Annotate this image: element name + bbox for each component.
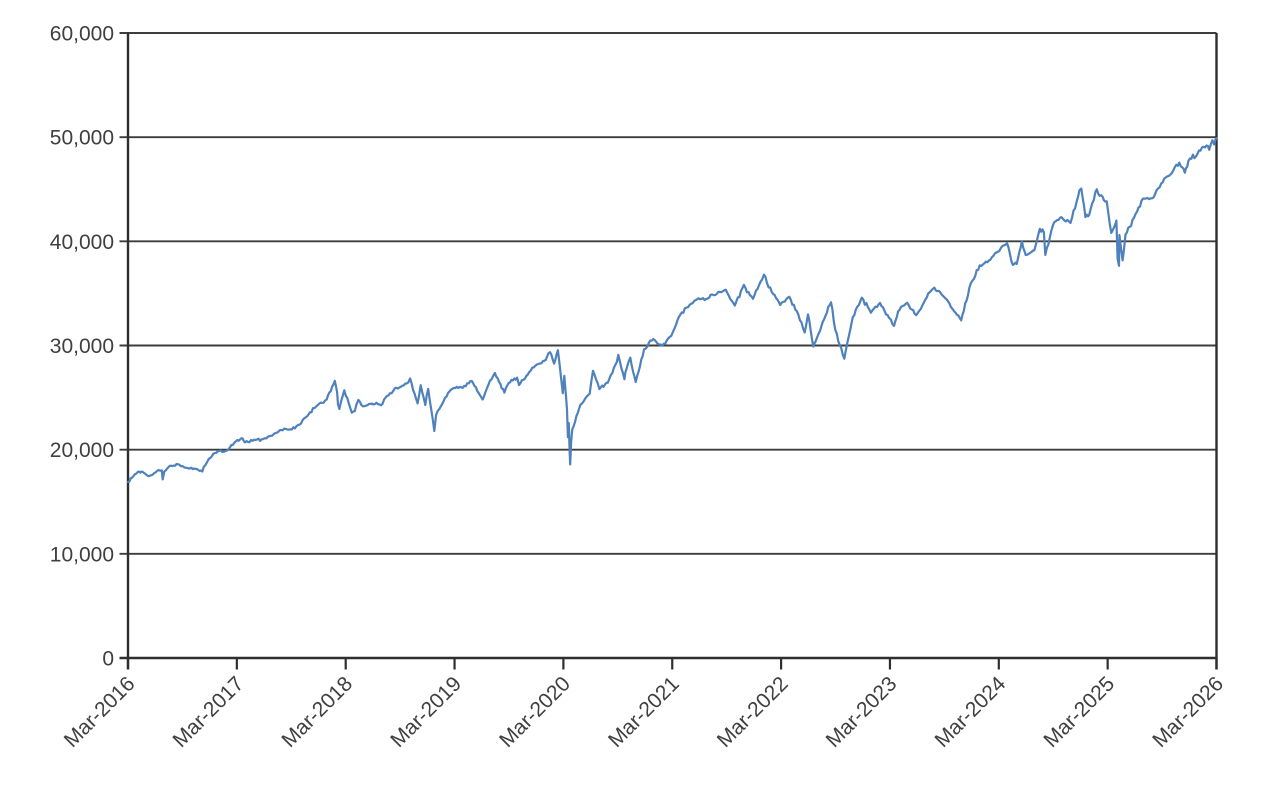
x-axis-label: Mar-2026: [1148, 672, 1228, 752]
x-axis-label: Mar-2023: [822, 672, 902, 752]
x-axis-label: Mar-2019: [386, 672, 466, 752]
y-axis-label: 30,000: [50, 335, 114, 358]
x-axis-label: Mar-2024: [931, 672, 1011, 752]
gridlines-group: [119, 32, 1217, 555]
labels-group: 0 10,000 20,000 30,000 40,000 50,000 60,000 Mar…: [50, 23, 1228, 753]
x-axis-label: Mar-2016: [60, 672, 140, 752]
series-group: [126, 137, 1218, 484]
y-axis-label: 20,000: [50, 439, 114, 462]
x-axis-label: Mar-2017: [169, 672, 249, 752]
y-axis-label: 10,000: [50, 543, 114, 566]
x-axis-label: Mar-2022: [713, 672, 793, 752]
y-axis-label: 40,000: [50, 231, 114, 254]
x-axis-label: Mar-2021: [604, 672, 684, 752]
data-series-line: [126, 137, 1218, 484]
x-axis-label: Mar-2020: [495, 672, 575, 752]
y-axis-label: 0: [102, 648, 114, 671]
axes-group: [119, 33, 1218, 670]
y-axis-label: 50,000: [50, 127, 114, 150]
x-axis-label: Mar-2018: [277, 672, 357, 752]
x-axis-label: Mar-2025: [1039, 672, 1119, 752]
y-axis-label: 60,000: [50, 23, 114, 46]
